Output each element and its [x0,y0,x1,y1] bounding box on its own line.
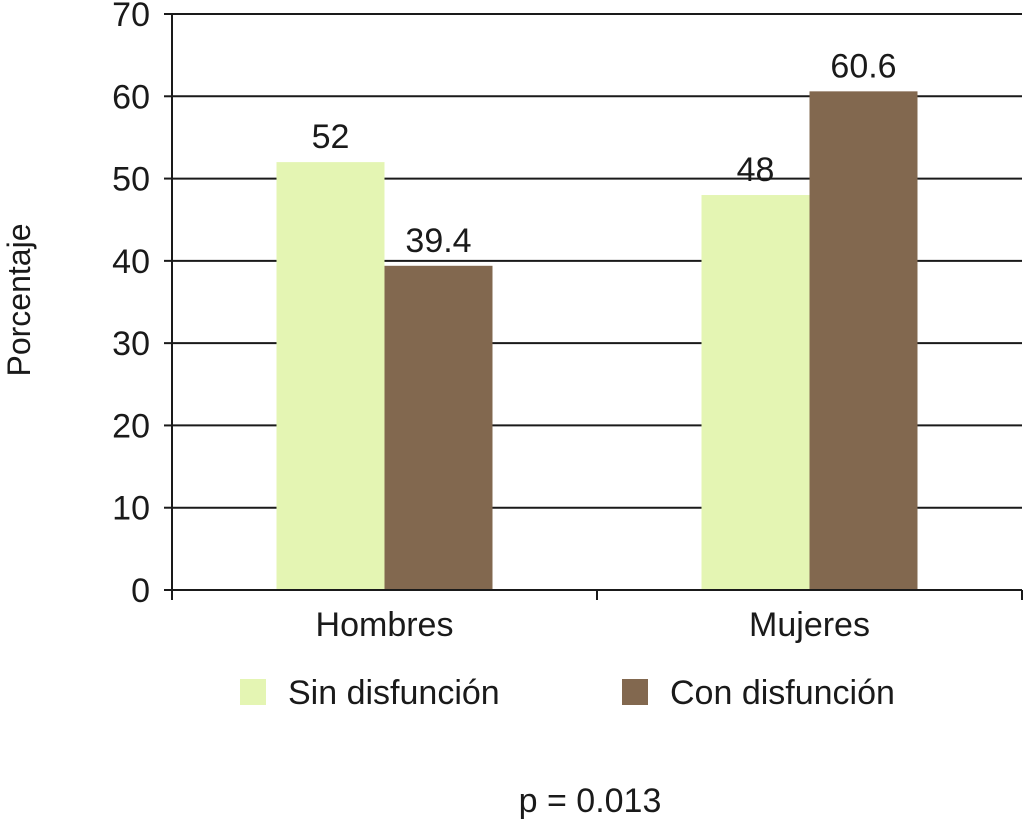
bar [701,195,810,590]
x-tick-labels: Hombres Mujeres [316,606,870,644]
data-label: 52 [312,118,350,156]
data-labels: 52 39.4 48 60.6 [312,47,897,259]
x-tick-label: Hombres [316,606,454,644]
data-label: 39.4 [405,222,471,260]
legend-swatch [240,679,266,705]
legend: Sin disfunción Con disfunción [240,674,895,712]
y-tick-label: 0 [131,572,150,610]
y-tick-label: 20 [112,407,150,445]
data-label: 60.6 [830,47,896,85]
bar [809,91,918,590]
legend-label: Sin disfunción [288,674,500,712]
p-value-annotation: p = 0.013 [519,782,662,820]
data-label: 48 [737,151,775,189]
y-tick-label: 70 [112,0,150,34]
y-tick-label: 60 [112,78,150,116]
y-tick-label: 30 [112,325,150,363]
y-axis-label: Porcentaje [1,224,37,377]
axes [164,13,1023,600]
bar [384,265,493,590]
y-tick-label: 40 [112,243,150,281]
bars [276,91,918,590]
x-tick-label: Mujeres [749,606,870,644]
y-tick-label: 10 [112,490,150,528]
legend-label: Con disfunción [670,674,895,712]
y-tick-label: 50 [112,161,150,199]
bar [276,162,385,590]
y-tick-labels: 0 10 20 30 40 50 60 70 [112,0,150,610]
legend-swatch [622,679,648,705]
